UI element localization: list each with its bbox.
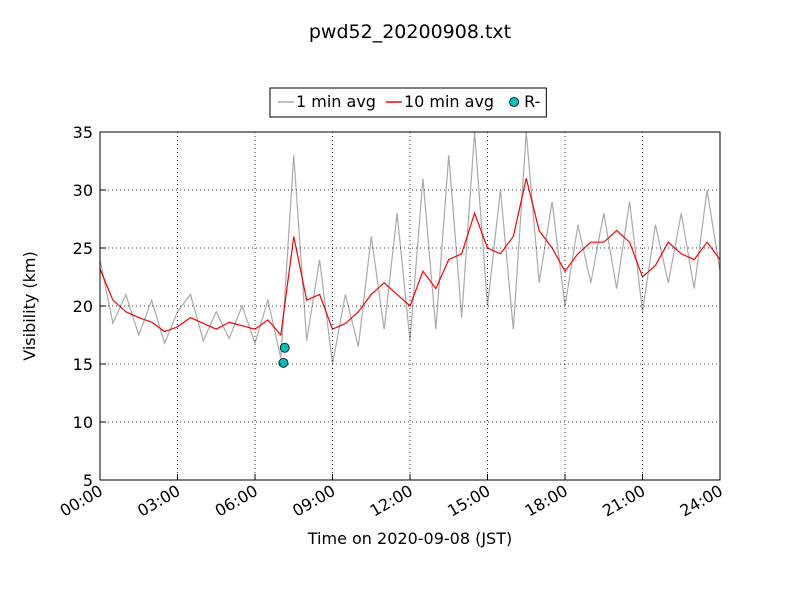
legend: 1 min avg 10 min avg R- [269, 87, 547, 118]
y-tick-label: 15 [73, 355, 93, 374]
x-axis-label: Time on 2020-09-08 (JST) [307, 529, 512, 548]
marker [279, 342, 290, 353]
legend-label: 1 min avg [296, 92, 376, 111]
y-tick-label: 30 [73, 181, 93, 200]
series-line [100, 178, 720, 337]
legend-label: R- [524, 92, 540, 111]
x-tick-label: 00:00 [57, 481, 106, 521]
x-tick-label: 24:00 [677, 481, 726, 521]
chart-title: pwd52_20200908.txt [309, 21, 511, 43]
x-tick-label: 15:00 [444, 481, 493, 521]
x-tick-label: 06:00 [212, 481, 261, 521]
y-tick-label: 25 [73, 239, 93, 258]
legend-box [269, 87, 547, 118]
x-tick-label: 12:00 [367, 481, 416, 521]
marker [278, 357, 289, 368]
x-tick-label: 03:00 [134, 481, 183, 521]
y-tick-label: 20 [73, 297, 93, 316]
y-tick-label: 5 [83, 471, 93, 490]
y-tick-label: 10 [73, 413, 93, 432]
legend-marker [509, 97, 519, 107]
x-tick-label: 21:00 [599, 481, 648, 521]
x-tick-label: 09:00 [289, 481, 338, 521]
y-axis-label: Visibility (km) [20, 251, 39, 360]
y-tick-label: 35 [73, 123, 93, 142]
x-tick-label: 18:00 [522, 481, 571, 521]
legend-label: 10 min avg [404, 92, 494, 111]
